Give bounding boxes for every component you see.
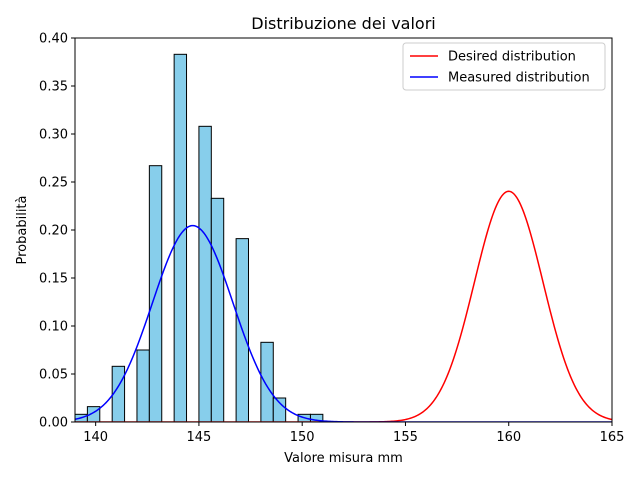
y-tick-label-2: 0.10 (39, 320, 68, 335)
histogram-bar-5 (173, 53, 188, 423)
legend-label-desired: Desired distribution (448, 50, 576, 65)
x-axis-label: Valore misura mm (284, 451, 403, 466)
histogram-bar-9 (260, 341, 274, 423)
y-tick-label-3: 0.15 (39, 272, 68, 287)
y-tick-label-1: 0.05 (39, 368, 68, 383)
legend-box (402, 42, 606, 91)
plot-area: 140 145 150 155 160 165 0.00 0.05 0.10 0.15 0.20 0.… (39, 32, 624, 446)
chart-title: Distribuzione dei valori (251, 14, 435, 33)
x-tick-label-5: 165 (600, 430, 625, 445)
y-tick-label-0: 0.00 (39, 416, 68, 431)
y-tick-label-6: 0.30 (39, 128, 68, 143)
x-tick-label-2: 150 (290, 430, 315, 445)
legend-label-measured: Measured distribution (448, 71, 590, 86)
legend: Desired distribution Measured distributio… (402, 42, 606, 91)
x-tick-label-3: 155 (393, 430, 418, 445)
y-tick-label-4: 0.20 (39, 224, 68, 239)
x-tick-label-4: 160 (496, 430, 521, 445)
histogram-bar-7 (210, 197, 225, 423)
histogram-bar-6 (198, 125, 212, 423)
y-tick-label-8: 0.40 (39, 32, 68, 47)
series-line-desired (75, 190, 612, 422)
y-tick-label-7: 0.35 (39, 80, 68, 95)
histogram-bar-3 (136, 349, 150, 423)
histogram-bar-10 (272, 397, 287, 423)
x-tick-label-0: 140 (83, 430, 108, 445)
y-axis-label: Probabilità (15, 196, 30, 265)
y-tick-label-5: 0.25 (39, 176, 68, 191)
x-tick-label-1: 145 (187, 430, 212, 445)
histogram-bar-2 (111, 365, 126, 423)
